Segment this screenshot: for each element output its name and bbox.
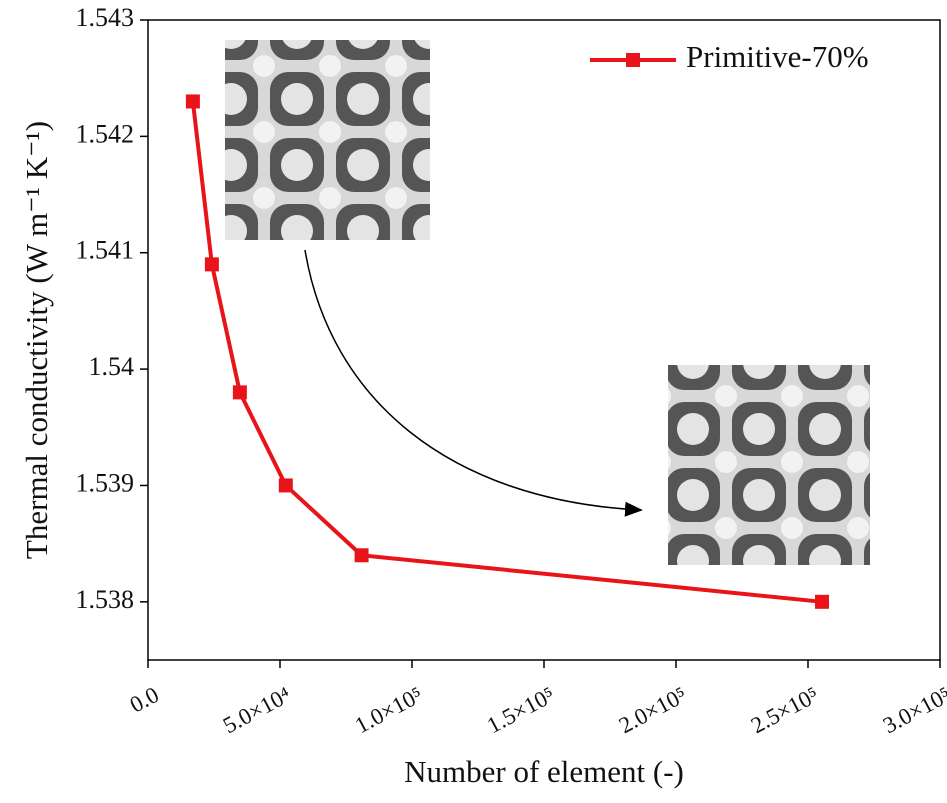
x-axis-label: Number of element (-) [404, 754, 684, 789]
mesh-inset [225, 40, 430, 240]
y-tick-label: 1.538 [76, 585, 135, 614]
x-tick-label: 2.5×10⁵ [747, 682, 823, 738]
y-tick-label: 1.542 [76, 119, 135, 148]
x-tick-label: 3.0×10⁵ [879, 682, 947, 738]
y-axis-label: Thermal conductivity (W m⁻¹ K⁻¹) [19, 121, 54, 559]
legend-marker [626, 53, 640, 67]
arrow [305, 250, 640, 510]
x-tick-label: 2.0×10⁵ [615, 682, 691, 738]
legend-label: Primitive-70% [686, 39, 869, 74]
y-tick-label: 1.54 [89, 352, 135, 381]
x-tick-label: 0.0 [126, 682, 163, 718]
marker [815, 595, 829, 609]
y-tick-label: 1.539 [76, 468, 135, 497]
x-tick-label: 1.5×10⁵ [483, 682, 559, 738]
y-tick-label: 1.541 [76, 236, 135, 265]
y-tick-label: 1.543 [76, 3, 135, 32]
marker [186, 94, 200, 108]
marker [205, 257, 219, 271]
marker [279, 478, 293, 492]
marker [355, 548, 369, 562]
x-tick-label: 5.0×10⁴ [219, 682, 295, 738]
marker [233, 385, 247, 399]
chart: Thermal conductivity (W m⁻¹ K⁻¹) Number … [0, 0, 947, 798]
x-tick-label: 1.0×10⁵ [351, 682, 427, 738]
mesh-inset [668, 365, 870, 565]
